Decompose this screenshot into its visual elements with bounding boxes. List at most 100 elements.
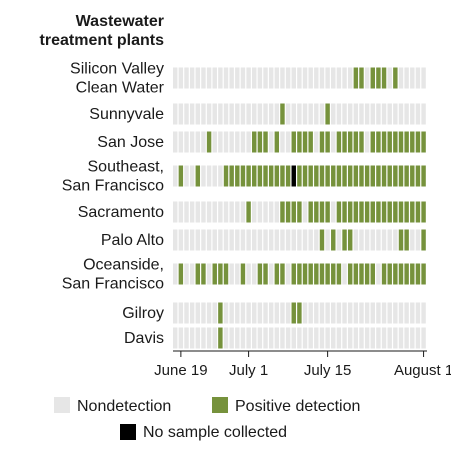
nondetection-cell (364, 229, 370, 251)
plant-label: Sunnyvale (89, 106, 164, 123)
nondetection-cell (364, 327, 370, 349)
positive-cell (297, 201, 302, 223)
positive-cell (178, 165, 184, 187)
positive-cell (302, 131, 308, 153)
nondetection-cell (398, 327, 404, 349)
nondetection-cell (331, 131, 336, 153)
positive-cell (274, 263, 280, 285)
nondetection-cell (347, 302, 353, 324)
positive-cell (218, 302, 223, 324)
positive-cell (342, 229, 347, 251)
plant-label: San Jose (97, 134, 164, 151)
nondetection-cell (201, 302, 206, 324)
nondetection-cell (173, 201, 178, 223)
nondetection-cell (280, 302, 285, 324)
positive-cell (353, 67, 359, 89)
positive-cell (252, 131, 257, 153)
nondetection-cell (229, 103, 234, 125)
nondetection-cell (387, 229, 392, 251)
nondetection-cell (410, 229, 415, 251)
legend-swatch-missing (120, 424, 136, 440)
nondetection-cell (223, 201, 229, 223)
positive-cell (291, 131, 296, 153)
nondetection-cell (184, 302, 189, 324)
plant-rows: Silicon Valley Clean Water Sunnyvale San Jo… (62, 61, 426, 349)
nondetection-cell (246, 263, 251, 285)
nondetection-cell (184, 201, 189, 223)
nondetection-cell (410, 67, 415, 89)
positive-cell (359, 165, 364, 187)
nondetection-cell (235, 103, 240, 125)
positive-cell (297, 131, 302, 153)
plant-label: Davis (124, 330, 164, 347)
nondetection-cell (415, 103, 421, 125)
nondetection-cell (376, 229, 381, 251)
plant-label: Gilroy (122, 305, 164, 322)
nondetection-cell (229, 302, 234, 324)
nondetection-cell (178, 103, 184, 125)
nondetection-cell (235, 229, 240, 251)
nondetection-cell (173, 302, 178, 324)
nondetection-cell (206, 263, 212, 285)
nondetection-cell (353, 327, 359, 349)
positive-cell (353, 131, 359, 153)
positive-cell (206, 131, 212, 153)
positive-cell (376, 131, 381, 153)
nondetection-cell (201, 201, 206, 223)
missing-cell (291, 165, 296, 187)
positive-cell (285, 165, 291, 187)
positive-cell (263, 165, 268, 187)
positive-cell (257, 263, 263, 285)
positive-cell (353, 165, 359, 187)
nondetection-cell (302, 229, 308, 251)
nondetection-cell (229, 263, 234, 285)
positive-cell (314, 165, 319, 187)
positive-cell (325, 165, 330, 187)
nondetection-cell (285, 327, 291, 349)
nondetection-cell (297, 67, 302, 89)
positive-cell (370, 201, 375, 223)
nondetection-cell (297, 327, 302, 349)
nondetection-cell (178, 67, 184, 89)
nondetection-cell (291, 103, 296, 125)
positive-cell (257, 131, 263, 153)
nondetection-cell (218, 201, 223, 223)
nondetection-cell (246, 67, 251, 89)
nondetection-cell (189, 131, 195, 153)
positive-cell (393, 201, 398, 223)
nondetection-cell (212, 131, 217, 153)
positive-cell (415, 131, 421, 153)
positive-cell (376, 165, 381, 187)
nondetection-cell (235, 201, 240, 223)
positive-cell (404, 229, 409, 251)
positive-cell (398, 263, 404, 285)
nondetection-cell (189, 67, 195, 89)
nondetection-cell (297, 229, 302, 251)
nondetection-cell (235, 67, 240, 89)
positive-cell (308, 165, 313, 187)
positive-cell (201, 263, 206, 285)
positive-cell (398, 229, 404, 251)
nondetection-cell (263, 327, 268, 349)
plant-label: San Francisco (62, 178, 164, 195)
nondetection-cell (364, 131, 370, 153)
nondetection-cell (415, 67, 421, 89)
positive-cell (353, 263, 359, 285)
positive-cell (325, 103, 330, 125)
nondetection-cell (359, 302, 364, 324)
nondetection-cell (393, 302, 398, 324)
nondetection-cell (195, 67, 201, 89)
nondetection-cell (376, 263, 381, 285)
nondetection-cell (387, 327, 392, 349)
nondetection-cell (206, 67, 212, 89)
positive-cell (297, 263, 302, 285)
positive-cell (387, 165, 392, 187)
positive-cell (415, 263, 421, 285)
positive-cell (415, 201, 421, 223)
tick-label: August 1 (394, 362, 451, 379)
plant-row: San Jose (97, 131, 426, 153)
positive-cell (178, 263, 184, 285)
nondetection-cell (263, 103, 268, 125)
nondetection-cell (410, 103, 415, 125)
positive-cell (370, 165, 375, 187)
